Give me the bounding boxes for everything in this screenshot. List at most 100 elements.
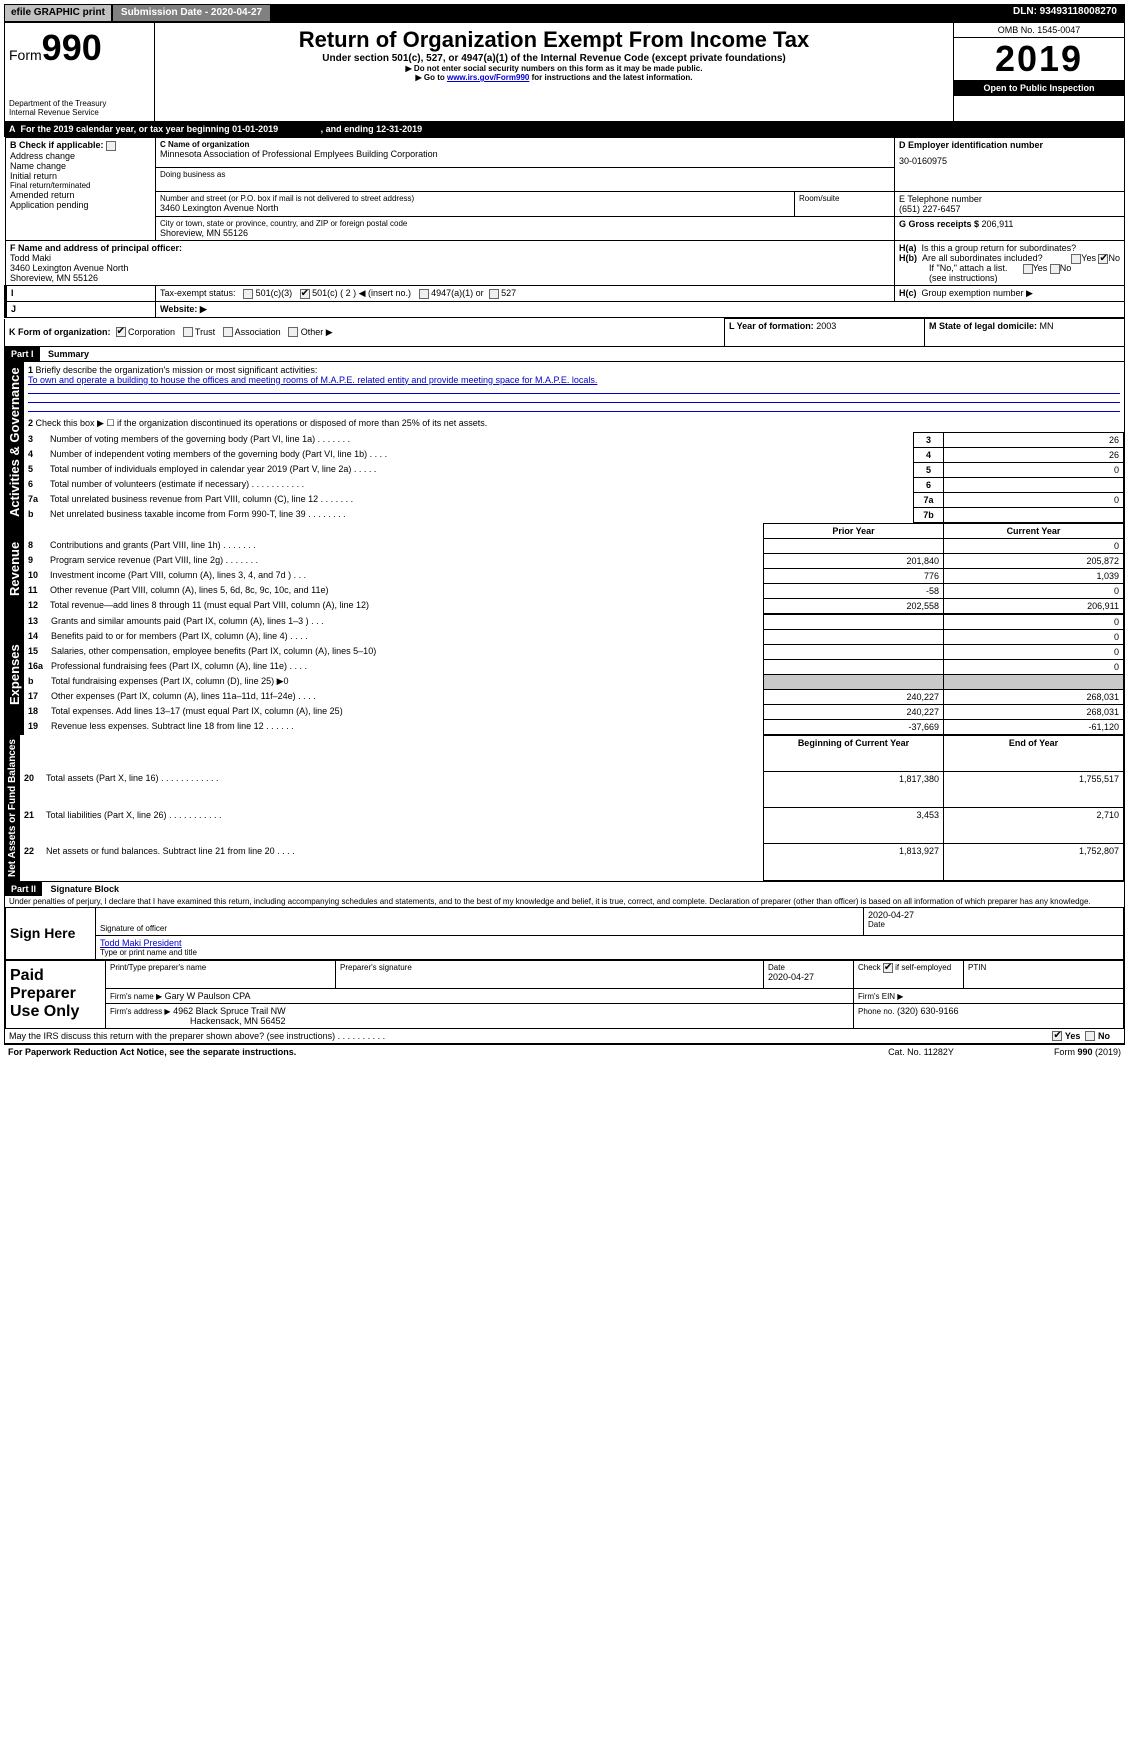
prior-value [764,629,944,644]
line-num: 17 [24,689,47,704]
prior-value [764,644,944,659]
b-final: Final return/terminated [10,181,151,190]
prior-value [764,674,944,689]
prior-value: 240,227 [764,689,944,704]
vlabel-revenue: Revenue [5,523,24,614]
current-value: 0 [944,659,1124,674]
self-emp-label: Check [858,963,883,972]
ha-no[interactable] [1098,254,1108,264]
current-value: 0 [944,538,1124,553]
k-opt1: Trust [195,327,215,337]
i-527[interactable] [489,289,499,299]
line1-label: Briefly describe the organization's miss… [36,365,318,375]
d-label: D Employer identification number [899,140,1120,150]
irs-link[interactable]: www.irs.gov/Form990 [447,73,529,82]
officer-addr2: Shoreview, MN 55126 [10,273,890,283]
i-opt1: 501(c) ( 2 ) ◀ (insert no.) [312,288,411,298]
line-ref: 5 [914,462,944,477]
f-label: F Name and address of principal officer: [10,243,182,253]
line-num: 6 [24,477,46,492]
officer-name-title[interactable]: Todd Maki President [100,938,182,948]
paid-preparer-label: Paid Preparer Use Only [6,960,106,1028]
current-value: 0 [944,629,1124,644]
street: 3460 Lexington Avenue North [160,203,790,213]
prep-sig-label: Preparer's signature [340,963,759,972]
gross-receipts: 206,911 [982,219,1014,229]
line-text: Professional fundraising fees (Part IX, … [47,659,763,674]
beg-value: 3,453 [764,808,944,844]
beg-value: 1,813,927 [764,844,944,880]
k-trust[interactable] [183,327,193,337]
current-value: 0 [944,644,1124,659]
k-opt2: Association [235,327,281,337]
i-opt3: 527 [501,288,516,298]
mission-text[interactable]: To own and operate a building to house t… [28,375,597,385]
form-label: Form [9,47,42,63]
discuss-yes[interactable] [1052,1031,1062,1041]
current-value: 0 [944,614,1124,629]
footer: For Paperwork Reduction Act Notice, see … [4,1045,1125,1059]
line-text: Total unrelated business revenue from Pa… [46,492,914,507]
vlabel-netassets: Net Assets or Fund Balances [5,735,20,881]
officer-addr1: 3460 Lexington Avenue North [10,263,890,273]
k-assoc[interactable] [223,327,233,337]
ha-yes[interactable] [1071,254,1081,264]
discuss-line: May the IRS discuss this return with the… [5,1029,1124,1044]
end-value: 2,710 [944,808,1124,844]
line-value [944,507,1124,522]
i-501c3[interactable] [243,289,253,299]
topbar-spacer [271,4,1005,22]
k-other[interactable] [288,327,298,337]
form-title: Return of Organization Exempt From Incom… [159,27,949,53]
b-check-applicable[interactable] [106,141,116,151]
line-text: Total number of volunteers (estimate if … [46,477,914,492]
prior-value: 240,227 [764,704,944,719]
k-corp[interactable] [116,327,126,337]
prior-value: 201,840 [764,553,944,568]
line-num: b [24,674,47,689]
form-foot-prefix: Form [1054,1047,1078,1057]
line-value: 0 [944,492,1124,507]
line-text: Investment income (Part VIII, column (A)… [46,568,764,583]
i-501c[interactable] [300,289,310,299]
b-initial: Initial return [10,171,151,181]
street-label: Number and street (or P.O. box if mail i… [160,194,790,203]
line-value: 26 [944,432,1124,447]
current-value: -61,120 [944,719,1124,734]
line-num: 11 [24,583,46,598]
prep-name-label: Print/Type preparer's name [110,963,331,972]
yes-label2: Yes [1033,263,1048,273]
perjury-text: Under penalties of perjury, I declare th… [5,896,1124,907]
sign-here-table: Sign Here Signature of officer 2020-04-2… [5,907,1124,960]
line-text: Total revenue—add lines 8 through 11 (mu… [46,598,764,613]
line-text: Other revenue (Part VIII, column (A), li… [46,583,764,598]
line-num: 14 [24,629,47,644]
e-label: E Telephone number [899,194,1120,204]
hb-no[interactable] [1050,264,1060,274]
end-value: 1,755,517 [944,771,1124,807]
org-name: Minnesota Association of Professional Em… [160,149,890,159]
part-i-header: Part I [5,347,40,361]
discuss-no[interactable] [1085,1031,1095,1041]
ha-text: Is this a group return for subordinates? [922,243,1077,253]
line-text: Total fundraising expenses (Part IX, col… [47,674,763,689]
self-emp-check[interactable] [883,963,893,973]
line-num: 19 [24,719,47,734]
current-value: 206,911 [944,598,1124,613]
tax-year: 2019 [954,38,1124,80]
revenue-table: Prior Year Current Year8 Contributions a… [24,523,1124,614]
line-num: 5 [24,462,46,477]
vlabel-governance: Activities & Governance [5,362,24,523]
prep-date-label: Date [768,963,849,972]
line-text: Benefits paid to or for members (Part IX… [47,629,763,644]
line-num: 20 [20,771,42,807]
k-opt0: Corporation [128,327,175,337]
i-4947[interactable] [419,289,429,299]
b-name-change: Name change [10,161,151,171]
firm-addr1: 4962 Black Spruce Trail NW [173,1006,286,1016]
line-num: 4 [24,447,46,462]
b-pending: Application pending [10,200,151,210]
hb-yes[interactable] [1023,264,1033,274]
current-year-header: Current Year [944,523,1124,538]
sig-date: 2020-04-27 [868,910,1119,920]
